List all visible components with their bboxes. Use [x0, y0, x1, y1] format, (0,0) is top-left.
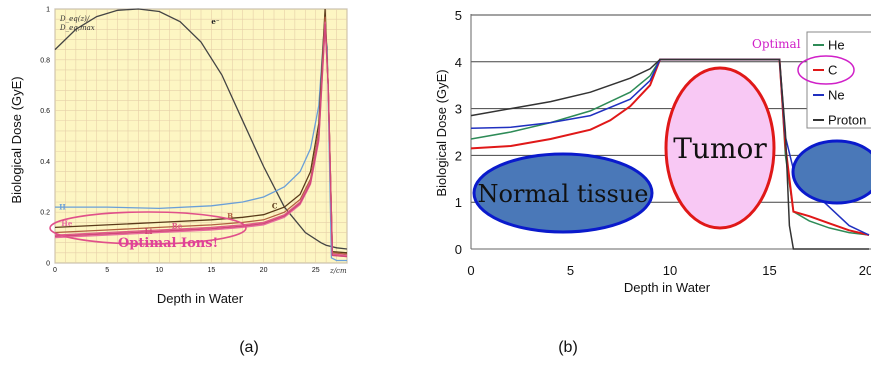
series-label-h: H: [59, 203, 66, 212]
chart-a: 0 5 10 15 20 25 0 0.2 0.4 0.6 0.8 1 e⁻ H C B Be He Li Opt…: [9, 6, 350, 356]
chart-a-series-labels: e⁻ H C B Be He Li: [59, 17, 278, 236]
chart-a-x-tick-label: 0: [53, 267, 57, 274]
chart-b-legend: He C Ne Proton: [806, 31, 871, 129]
chart-a-y-tick-label: 1: [46, 7, 50, 14]
chart-a-y-title-2: D_eq,max: [59, 24, 95, 32]
series-line-proton: [470, 58, 869, 250]
legend-box: [806, 31, 871, 129]
chart-b-x-axis-label: Depth in Water: [624, 280, 711, 295]
right-tissue-ellipse: [791, 139, 871, 205]
chart-a-y-title-1: D_eq(z)/: [59, 15, 90, 23]
chart-a-y-tick-label: 0.4: [40, 159, 50, 166]
normal-tissue-ellipse: [472, 152, 654, 234]
chart-b-x-tick-label: 10: [663, 263, 677, 278]
panel-label-a: (a): [239, 339, 259, 356]
series-line-li: [54, 24, 348, 258]
chart-b-y-tick-label: 5: [455, 8, 462, 23]
chart-a-x-unit: z/cm: [329, 267, 347, 275]
chart-b-x-tick-label: 5: [567, 263, 574, 278]
optimal-annotation: Optimal: [752, 37, 801, 51]
series-label-b: B: [227, 212, 233, 221]
series-line-e: [54, 8, 348, 250]
chart-a-y-tick-label: 0.6: [40, 108, 50, 115]
chart-a-x-tick-label: 15: [208, 267, 216, 274]
optimal-ions-annotation: Optimal Ions!: [118, 236, 218, 251]
chart-b: 0 5 10 15 20 0 1 2 3 4 5 Normal tissue Tumor Optim…: [434, 8, 871, 356]
legend-label-c: C: [828, 63, 837, 78]
legend-label-he: He: [828, 38, 845, 53]
optimal-ions-ellipse: [49, 211, 247, 245]
chart-b-x-tick-label: 15: [762, 263, 776, 278]
legend-c-highlight: [797, 55, 855, 85]
tumor-label: Tumor: [673, 132, 767, 165]
chart-a-x-tick-label: 5: [105, 267, 109, 274]
normal-tissue-label: Normal tissue: [478, 180, 649, 208]
chart-b-x-tick-label: 20: [859, 263, 871, 278]
panel-label-b: (b): [558, 339, 578, 356]
chart-b-y-tick-label: 4: [455, 55, 462, 70]
chart-a-x-axis-label: Depth in Water: [157, 291, 244, 306]
chart-b-y-tick-label: 0: [455, 242, 462, 257]
series-label-e: e⁻: [211, 17, 219, 26]
chart-a-y-axis-label: Biological Dose (GyE): [9, 76, 24, 203]
series-label-c: C: [272, 201, 278, 210]
series-label-li: Li: [145, 227, 153, 236]
chart-a-x-tick-label: 20: [260, 267, 268, 274]
chart-a-y-tick-label: 0: [46, 261, 50, 268]
chart-a-y-tick-label: 0.2: [40, 210, 50, 217]
legend-label-ne: Ne: [828, 88, 845, 103]
chart-a-x-tick-label: 25: [312, 267, 320, 274]
chart-b-y-axis-label: Biological Dose (GyE): [434, 69, 449, 196]
chart-b-y-tick-label: 2: [455, 148, 462, 163]
chart-a-grid: [54, 8, 348, 264]
chart-b-y-tick-label: 1: [455, 195, 462, 210]
tumor-ellipse: [664, 66, 776, 230]
series-line-h: [55, 29, 347, 262]
series-label-he: He: [61, 219, 73, 228]
chart-a-x-tick-label: 10: [155, 267, 163, 274]
chart-b-ticks: 0 5 10 15 20 0 1 2 3 4 5: [455, 8, 871, 278]
chart-a-series: [54, 8, 348, 262]
legend-label-proton: Proton: [828, 113, 866, 128]
series-label-be: Be: [172, 222, 183, 231]
chart-b-y-tick-label: 3: [455, 102, 462, 117]
chart-a-ticks: 0 5 10 15 20 25 0 0.2 0.4 0.6 0.8 1: [40, 7, 319, 275]
chart-b-x-tick-label: 0: [467, 263, 474, 278]
chart-a-y-tick-label: 0.8: [40, 57, 50, 64]
